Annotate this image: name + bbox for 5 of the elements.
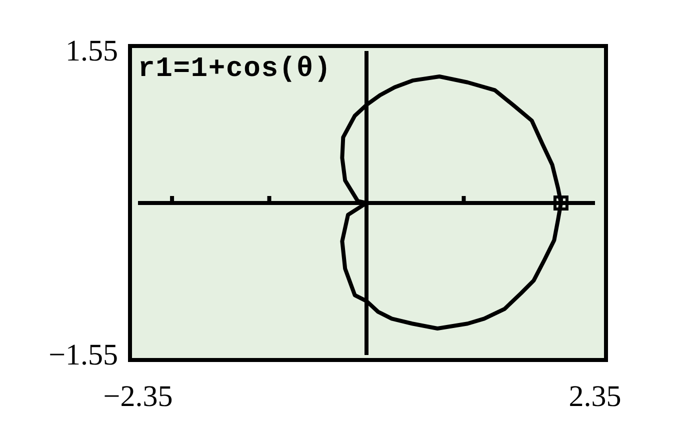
x-tick-label: −2.35 xyxy=(103,380,173,413)
y-tick-label: −1.55 xyxy=(48,338,118,372)
y-tick-label: 1.55 xyxy=(66,34,118,68)
annotation: r1=1+cos(θ) xyxy=(138,54,332,85)
x-tick-label: 2.35 xyxy=(568,380,622,413)
